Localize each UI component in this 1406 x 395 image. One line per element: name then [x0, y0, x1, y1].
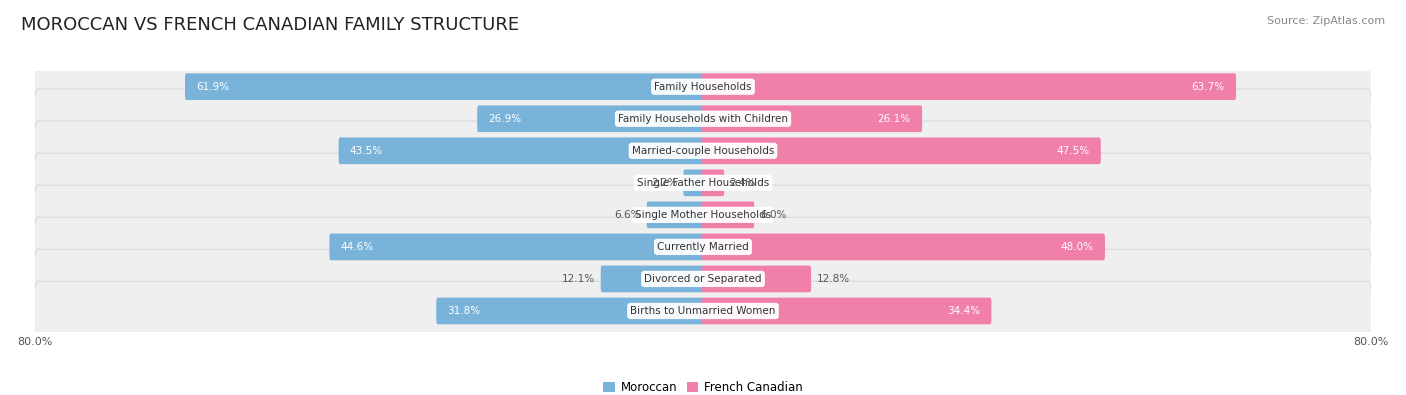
Text: Births to Unmarried Women: Births to Unmarried Women — [630, 306, 776, 316]
Text: 26.9%: 26.9% — [488, 114, 522, 124]
FancyBboxPatch shape — [702, 105, 922, 132]
FancyBboxPatch shape — [34, 249, 1372, 308]
Text: Currently Married: Currently Married — [657, 242, 749, 252]
FancyBboxPatch shape — [600, 265, 704, 292]
FancyBboxPatch shape — [329, 233, 704, 260]
FancyBboxPatch shape — [702, 265, 811, 292]
FancyBboxPatch shape — [34, 281, 1372, 340]
FancyBboxPatch shape — [34, 153, 1372, 213]
FancyBboxPatch shape — [647, 201, 704, 228]
Text: 2.2%: 2.2% — [651, 178, 678, 188]
FancyBboxPatch shape — [477, 105, 704, 132]
FancyBboxPatch shape — [34, 89, 1372, 149]
FancyBboxPatch shape — [186, 73, 704, 100]
Text: MOROCCAN VS FRENCH CANADIAN FAMILY STRUCTURE: MOROCCAN VS FRENCH CANADIAN FAMILY STRUC… — [21, 16, 519, 34]
FancyBboxPatch shape — [339, 137, 704, 164]
Text: Single Father Households: Single Father Households — [637, 178, 769, 188]
Text: 12.1%: 12.1% — [562, 274, 595, 284]
Legend: Moroccan, French Canadian: Moroccan, French Canadian — [598, 376, 808, 395]
Text: 26.1%: 26.1% — [877, 114, 911, 124]
Text: 2.4%: 2.4% — [730, 178, 756, 188]
Text: 34.4%: 34.4% — [948, 306, 980, 316]
Text: Married-couple Households: Married-couple Households — [631, 146, 775, 156]
FancyBboxPatch shape — [702, 73, 1236, 100]
FancyBboxPatch shape — [702, 233, 1105, 260]
FancyBboxPatch shape — [702, 297, 991, 324]
FancyBboxPatch shape — [702, 169, 724, 196]
Text: Family Households: Family Households — [654, 82, 752, 92]
FancyBboxPatch shape — [702, 201, 755, 228]
Text: Single Mother Households: Single Mother Households — [636, 210, 770, 220]
Text: Source: ZipAtlas.com: Source: ZipAtlas.com — [1267, 16, 1385, 26]
FancyBboxPatch shape — [702, 137, 1101, 164]
Text: 61.9%: 61.9% — [197, 82, 229, 92]
Text: 47.5%: 47.5% — [1056, 146, 1090, 156]
Text: Family Households with Children: Family Households with Children — [619, 114, 787, 124]
Text: 6.0%: 6.0% — [759, 210, 786, 220]
Text: 48.0%: 48.0% — [1060, 242, 1094, 252]
FancyBboxPatch shape — [34, 185, 1372, 245]
Text: 43.5%: 43.5% — [350, 146, 382, 156]
Text: 44.6%: 44.6% — [340, 242, 374, 252]
FancyBboxPatch shape — [683, 169, 704, 196]
FancyBboxPatch shape — [34, 57, 1372, 117]
FancyBboxPatch shape — [34, 121, 1372, 181]
Text: 31.8%: 31.8% — [447, 306, 481, 316]
FancyBboxPatch shape — [436, 297, 704, 324]
Text: 63.7%: 63.7% — [1192, 82, 1225, 92]
Text: 12.8%: 12.8% — [817, 274, 849, 284]
Text: 6.6%: 6.6% — [614, 210, 641, 220]
FancyBboxPatch shape — [34, 217, 1372, 276]
Text: Divorced or Separated: Divorced or Separated — [644, 274, 762, 284]
